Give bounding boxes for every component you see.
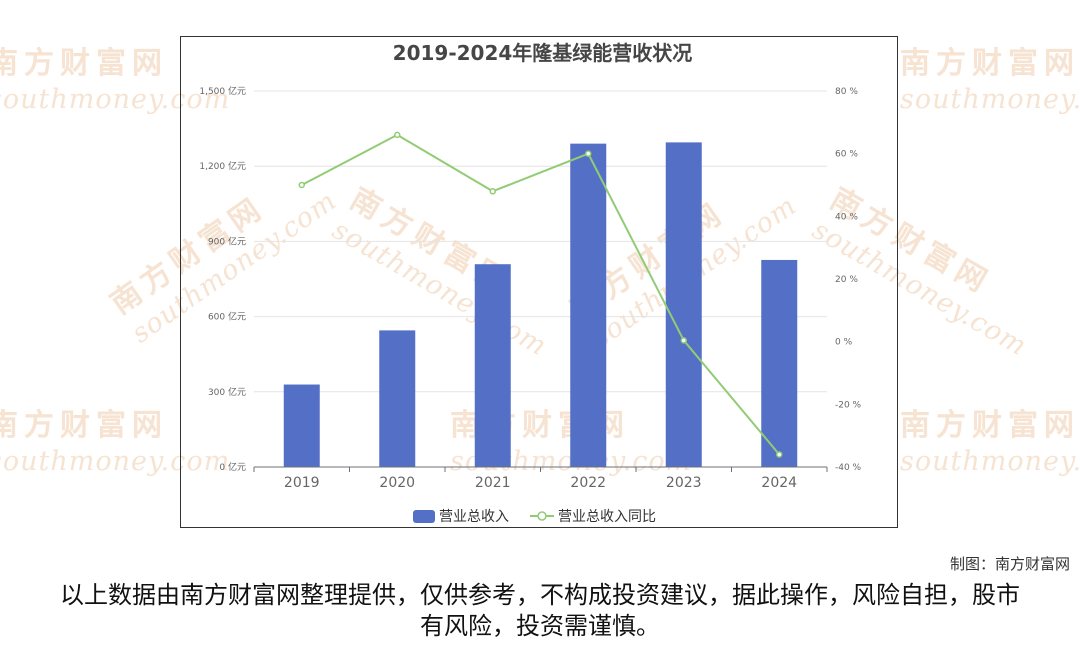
- yoy-point-2019: [298, 181, 305, 189]
- yoy-point-2023: [680, 337, 687, 344]
- y-left-tick-label: 900 亿元: [208, 235, 246, 247]
- yoy-point-2021: [489, 188, 496, 195]
- bar-2024: [761, 259, 798, 467]
- bar-2022: [570, 143, 607, 467]
- revenue-chart: 2019-2024年隆基绿能营收状况 0 亿元 300 亿元 600 亿元 900 亿元…: [199, 41, 862, 525]
- y-left-tick-label: 0 亿元: [219, 461, 246, 473]
- bar-2020: [379, 330, 416, 467]
- y-right-tick-label: -40 %: [835, 463, 862, 473]
- yoy-line: [301, 133, 781, 456]
- y-right-tick-label: 60 %: [835, 150, 858, 160]
- x-tick-label: 2022: [570, 475, 606, 491]
- x-tick-label: 2020: [379, 475, 415, 491]
- y-right-tick-label: 80 %: [835, 87, 858, 97]
- bar-2023: [665, 142, 702, 467]
- chart-credit: 制图：南方财富网: [949, 555, 1070, 573]
- x-tick-label: 2021: [475, 475, 511, 491]
- bar-2021: [474, 264, 511, 467]
- y-right-tick-label: 20 %: [835, 275, 858, 285]
- y-right-tick-label: -20 %: [835, 400, 862, 410]
- y-left-tick-label: 1,500 亿元: [199, 85, 246, 97]
- x-tick-label: 2019: [284, 475, 320, 491]
- y-left-tick-label: 300 亿元: [208, 386, 246, 398]
- disclaimer-text: 以上数据由南方财富网整理提供，仅供参考，不构成投资建议，据此操作，风险自担，股市…: [60, 581, 1020, 640]
- y-left-tick-label: 600 亿元: [208, 311, 246, 323]
- chart-title: 2019-2024年隆基绿能营收状况: [393, 41, 693, 65]
- x-tick-label: 2023: [666, 475, 702, 491]
- bar-2019: [283, 384, 320, 467]
- legend-line-label: 营业总收入同比: [558, 509, 656, 525]
- yoy-point-2020: [394, 131, 401, 139]
- y-right-tick-label: 40 %: [835, 212, 858, 222]
- x-tick-label: 2024: [761, 475, 797, 491]
- y-left-tick-label: 1,200 亿元: [199, 160, 246, 172]
- yoy-point-2024: [776, 451, 783, 458]
- yoy-point-2022: [585, 150, 592, 157]
- legend-line-marker: [537, 511, 547, 521]
- chart-container: 2019-2024年隆基绿能营收状况 0 亿元 300 亿元 600 亿元 900 亿元…: [180, 36, 898, 528]
- y-right-tick-label: 0 %: [835, 338, 853, 348]
- legend-bar-label: 营业总收入: [439, 509, 509, 525]
- legend-bar-swatch: [413, 510, 435, 523]
